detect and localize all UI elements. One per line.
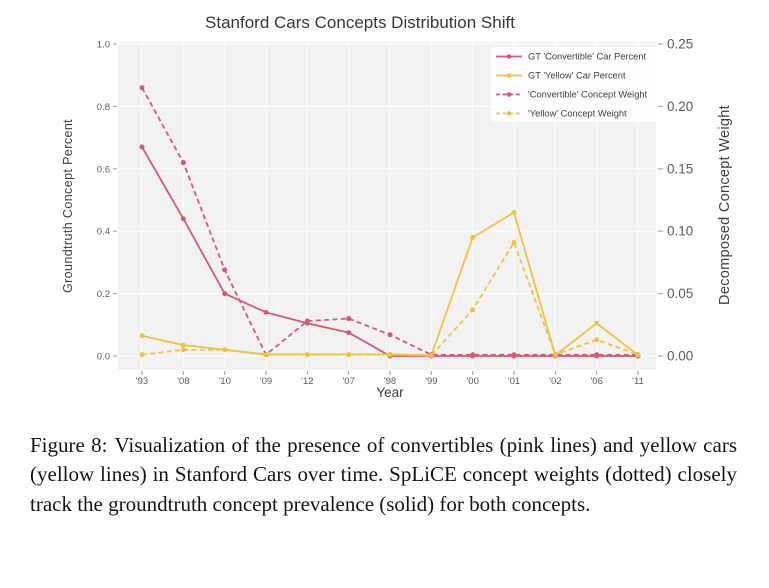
- data-point-yellow-concept-weight: [387, 352, 393, 358]
- data-point-convertible-concept-weight: [222, 267, 228, 273]
- x-tick-label: '02: [549, 376, 561, 387]
- x-tick-label: '93: [136, 376, 148, 387]
- legend-marker: [506, 54, 512, 59]
- y-tick-label-right: 0.20: [667, 99, 693, 114]
- data-point-yellow-concept-weight: [428, 352, 434, 358]
- data-point-yellow-concept-weight: [304, 352, 310, 358]
- x-tick-label: '08: [177, 376, 189, 387]
- legend-item-gt-yellow-car-percent: GT 'Yellow' Car Percent: [496, 71, 626, 81]
- y-tick-label-right: 0.05: [667, 286, 693, 301]
- data-point-gt-yellow-car-percent: [180, 342, 186, 348]
- line-chart: 0.0 0.2 0.4 0.6 0.8 1.0 0.00 0.05 0.10 0.15 0.20 0.…: [97, 37, 694, 388]
- x-tick-label: '10: [218, 376, 230, 387]
- y-tick-label-left: 0.8: [97, 102, 110, 113]
- data-point-yellow-concept-weight: [222, 347, 228, 353]
- data-point-yellow-concept-weight: [511, 239, 517, 245]
- legend-marker: [506, 111, 512, 116]
- data-point-convertible-concept-weight: [387, 332, 393, 338]
- data-point-convertible-concept-weight: [594, 352, 600, 358]
- x-tick-label: '11: [632, 376, 644, 387]
- x-tick-label: '09: [260, 376, 272, 387]
- data-point-convertible-concept-weight: [180, 160, 186, 166]
- data-point-gt-yellow-car-percent: [139, 333, 145, 339]
- y-axis-label-right: Decomposed Concept Weight: [717, 105, 733, 305]
- data-point-gt-convertible-car-percent: [222, 291, 228, 297]
- data-point-gt-yellow-car-percent: [511, 209, 517, 215]
- y-tick-label-left: 0.6: [97, 164, 110, 175]
- legend-marker: [506, 73, 512, 78]
- x-axis-label: Year: [376, 385, 404, 400]
- y-tick-label-right: 0.25: [667, 37, 693, 52]
- data-point-yellow-concept-weight: [552, 352, 558, 358]
- data-point-gt-convertible-car-percent: [139, 144, 145, 150]
- figure-caption-label: Figure 8:: [30, 433, 108, 457]
- y-tick-label-left: 0.4: [97, 227, 110, 238]
- y-tick-label-right: 0.10: [667, 224, 693, 239]
- data-point-yellow-concept-weight: [346, 352, 352, 358]
- data-point-yellow-concept-weight: [180, 347, 186, 353]
- figure-caption-text: Visualization of the presence of convert…: [30, 433, 737, 516]
- x-tick-label: '07: [342, 376, 354, 387]
- data-point-gt-convertible-car-percent: [263, 309, 269, 315]
- data-point-yellow-concept-weight: [594, 337, 600, 343]
- data-point-convertible-concept-weight: [470, 352, 476, 358]
- y-tick-label-left: 0.0: [97, 352, 110, 363]
- data-point-gt-convertible-car-percent: [180, 216, 186, 222]
- y-tick-label-left: 1.0: [97, 40, 110, 51]
- data-point-yellow-concept-weight: [263, 352, 269, 358]
- figure-caption: Figure 8: Visualization of the presence o…: [30, 431, 737, 519]
- y-tick-label-left: 0.2: [97, 289, 110, 300]
- x-tick-label: '00: [466, 376, 478, 387]
- data-point-convertible-concept-weight: [139, 85, 145, 91]
- legend-label: GT 'Yellow' Car Percent: [528, 71, 626, 81]
- data-point-gt-yellow-car-percent: [470, 234, 476, 240]
- y-tick-label-right: 0.00: [667, 349, 693, 364]
- legend-marker: [506, 92, 512, 97]
- data-point-gt-yellow-car-percent: [594, 320, 600, 326]
- legend-label: 'Yellow' Concept Weight: [528, 109, 627, 119]
- legend-label: GT 'Convertible' Car Percent: [528, 52, 647, 62]
- legend-item-yellow-concept-weight: 'Yellow' Concept Weight: [496, 109, 627, 119]
- x-tick-label: '01: [508, 376, 520, 387]
- x-tick-label: '06: [590, 376, 602, 387]
- legend-label: 'Convertible' Concept Weight: [528, 90, 648, 100]
- chart-title: Stanford Cars Concepts Distribution Shif…: [205, 13, 515, 32]
- data-point-convertible-concept-weight: [346, 316, 352, 322]
- x-tick-label: '99: [425, 376, 437, 387]
- data-point-yellow-concept-weight: [470, 307, 476, 313]
- x-tick-label: '12: [301, 376, 313, 387]
- y-axis-label-left: Groundtruth Concept Percent: [61, 118, 75, 294]
- data-point-yellow-concept-weight: [139, 352, 145, 358]
- data-point-convertible-concept-weight: [511, 352, 517, 358]
- legend-item-convertible-concept-weight: 'Convertible' Concept Weight: [496, 90, 648, 100]
- data-point-convertible-concept-weight: [304, 318, 310, 324]
- data-point-yellow-concept-weight: [635, 352, 641, 358]
- legend-item-gt-convertible-car-percent: GT 'Convertible' Car Percent: [496, 52, 647, 62]
- x-tick-label: '98: [384, 376, 396, 387]
- y-tick-label-right: 0.15: [667, 161, 693, 176]
- legend-box: [491, 47, 657, 122]
- data-point-gt-convertible-car-percent: [346, 330, 352, 336]
